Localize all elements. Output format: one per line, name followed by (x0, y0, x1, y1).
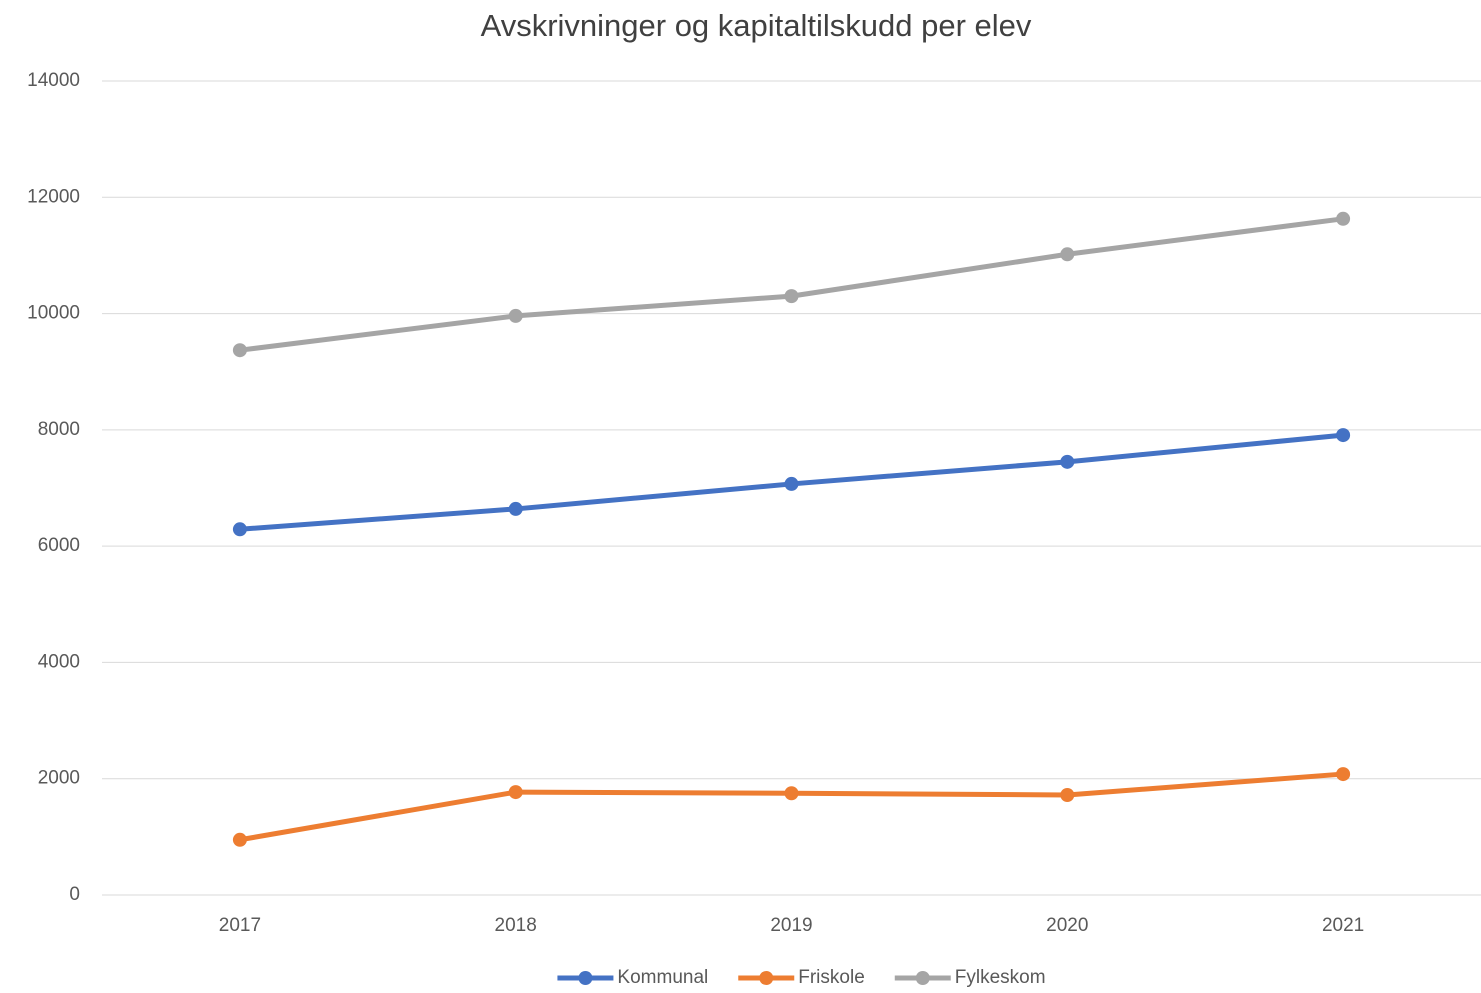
point (784, 476, 799, 491)
y-tick-label: 6000 (38, 535, 80, 556)
y-tick-label: 14000 (27, 70, 80, 91)
y-tick-label: 0 (69, 884, 80, 905)
legend-label: Friskole (798, 967, 865, 988)
legend-label: Fylkeskom (955, 967, 1046, 988)
x-tick-label: 2019 (770, 915, 812, 936)
x-tick-label: 2017 (219, 915, 261, 936)
x-tick-label: 2020 (1046, 915, 1088, 936)
point (232, 522, 247, 537)
point (232, 343, 247, 358)
series-line (237, 216, 1346, 353)
x-tick-label: 2021 (1322, 915, 1364, 936)
y-tick-label: 8000 (38, 419, 80, 440)
legend-marker (578, 971, 593, 985)
point (1060, 787, 1075, 802)
point (1060, 454, 1075, 469)
point (508, 308, 523, 323)
y-tick-label: 10000 (27, 303, 80, 324)
y-tick-label: 2000 (38, 768, 80, 789)
x-tick-label: 2018 (495, 915, 537, 936)
point (784, 786, 799, 801)
point (1336, 767, 1351, 782)
point (508, 785, 523, 800)
point (784, 289, 799, 304)
legend-label: Kommunal (617, 967, 708, 988)
chart-title: Avskrivninger og kapitaltilskudd per ele… (481, 8, 1032, 43)
y-tick-label: 4000 (38, 651, 80, 672)
point (1336, 211, 1351, 226)
legend-marker (759, 971, 774, 985)
point (232, 832, 247, 847)
y-tick-label: 12000 (27, 186, 80, 207)
point (1336, 428, 1351, 443)
legend-marker (915, 971, 930, 985)
point (508, 501, 523, 516)
series-line (237, 771, 1346, 843)
point (1060, 247, 1075, 262)
